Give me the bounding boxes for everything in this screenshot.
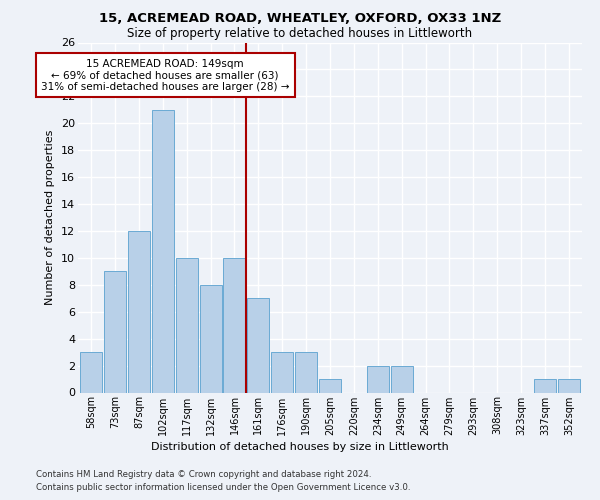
Bar [295, 352, 317, 393]
Bar [128, 231, 150, 392]
Text: Contains HM Land Registry data © Crown copyright and database right 2024.: Contains HM Land Registry data © Crown c… [36, 470, 371, 479]
Text: Distribution of detached houses by size in Littleworth: Distribution of detached houses by size … [151, 442, 449, 452]
Bar [152, 110, 174, 393]
Bar [176, 258, 197, 392]
Text: 15, ACREMEAD ROAD, WHEATLEY, OXFORD, OX33 1NZ: 15, ACREMEAD ROAD, WHEATLEY, OXFORD, OX3… [99, 12, 501, 26]
Bar [271, 352, 293, 393]
Text: Size of property relative to detached houses in Littleworth: Size of property relative to detached ho… [127, 28, 473, 40]
Bar [391, 366, 413, 392]
Bar [200, 285, 221, 393]
Text: 15 ACREMEAD ROAD: 149sqm
← 69% of detached houses are smaller (63)
31% of semi-d: 15 ACREMEAD ROAD: 149sqm ← 69% of detach… [41, 58, 289, 92]
Bar [319, 379, 341, 392]
Bar [104, 272, 126, 392]
Bar [534, 379, 556, 392]
Bar [223, 258, 245, 392]
Bar [80, 352, 102, 393]
Bar [367, 366, 389, 392]
Bar [247, 298, 269, 392]
Y-axis label: Number of detached properties: Number of detached properties [46, 130, 55, 305]
Bar [558, 379, 580, 392]
Text: Contains public sector information licensed under the Open Government Licence v3: Contains public sector information licen… [36, 482, 410, 492]
